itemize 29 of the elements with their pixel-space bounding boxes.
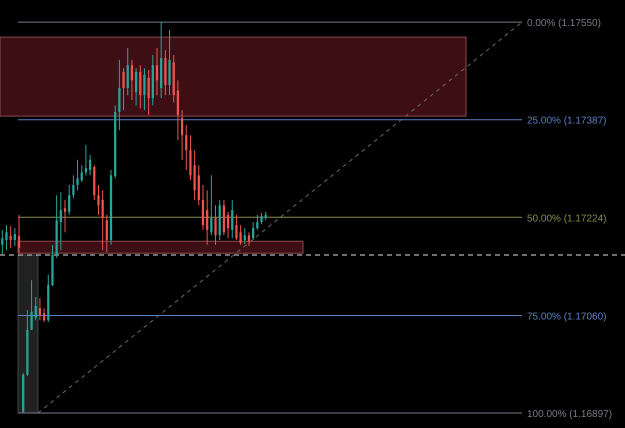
candlestick bbox=[34, 296, 37, 321]
candlestick bbox=[244, 228, 246, 245]
candlestick bbox=[97, 184, 100, 216]
candlestick bbox=[256, 214, 258, 230]
ref-line-label: 25.00% (1.17387) bbox=[527, 116, 607, 127]
candlestick bbox=[68, 184, 70, 216]
candlestick bbox=[42, 308, 46, 323]
ref-line-label: 75.00% (1.17060) bbox=[527, 311, 607, 322]
candlestick bbox=[210, 174, 212, 236]
ref-line-label: 50.00% (1.17224) bbox=[527, 213, 607, 224]
candlestick bbox=[80, 164, 83, 182]
candlestick bbox=[252, 222, 254, 241]
candlestick bbox=[126, 47, 129, 96]
ref-line-label: 0.00% (1.17550) bbox=[527, 18, 601, 30]
candlestick bbox=[14, 228, 16, 247]
candlestick bbox=[60, 192, 62, 251]
candlestick bbox=[106, 214, 108, 253]
candlestick bbox=[231, 199, 234, 239]
ref-line-label: 100.00% (1.16897) bbox=[527, 409, 612, 420]
candlestick bbox=[185, 124, 188, 171]
candlestick bbox=[10, 226, 12, 248]
candlestick bbox=[1, 229, 4, 256]
candlestick bbox=[72, 174, 75, 199]
candlestick bbox=[206, 190, 208, 246]
candlestick bbox=[148, 70, 150, 116]
candlestick bbox=[118, 59, 120, 130]
candlestick bbox=[139, 64, 142, 109]
candlestick bbox=[102, 190, 104, 251]
candlestick bbox=[84, 144, 88, 176]
